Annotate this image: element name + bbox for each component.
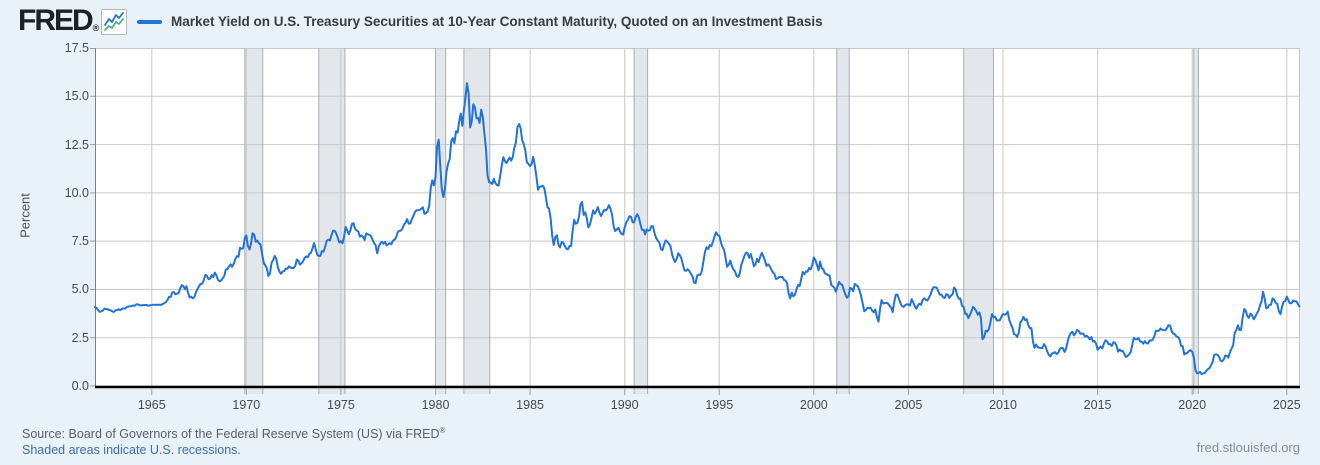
source-registered-mark: ® [439, 426, 446, 435]
x-tick-label: 1975 [327, 398, 355, 412]
recession-note-link[interactable]: Shaded areas indicate U.S. recessions. [22, 443, 241, 457]
fred-logo: FRED® [18, 4, 100, 42]
x-tick-label: 2005 [894, 398, 923, 412]
y-tick-label: 7.5 [71, 234, 89, 249]
y-tick-label: 15.0 [64, 89, 89, 104]
x-tick-label: 2010 [989, 398, 1017, 412]
x-tick-label: 1965 [137, 398, 166, 412]
y-tick-label: 17.5 [64, 41, 89, 55]
x-tick-label: 1995 [705, 398, 734, 412]
y-tick-label: 0.0 [71, 379, 89, 393]
fred-chart-icon [101, 9, 127, 35]
y-tick-label: 5.0 [71, 282, 89, 297]
registered-mark: ® [92, 23, 100, 33]
fred-logo-text: FRED [18, 4, 94, 37]
x-tick-label: 2015 [1083, 398, 1112, 412]
x-tick-label: 2020 [1178, 398, 1207, 412]
x-tick-label: 1990 [610, 398, 639, 412]
series-legend-line [137, 20, 162, 24]
source-text: Source: Board of Governors of the Federa… [22, 426, 446, 442]
x-tick-label: 1970 [232, 398, 261, 412]
y-tick-label: 2.5 [71, 330, 89, 345]
chart-title: Market Yield on U.S. Treasury Securities… [171, 14, 823, 29]
x-tick-label: 2000 [799, 398, 828, 412]
x-tick-label: 1985 [516, 398, 544, 412]
y-tick-label: 10.0 [64, 185, 89, 200]
x-tick-label: 2025 [1272, 398, 1301, 412]
plot-area [90, 48, 1301, 395]
x-tick-label: 1980 [421, 398, 450, 412]
y-tick-label: 12.5 [64, 137, 89, 152]
y-axis-title: Percent [17, 193, 33, 238]
site-url: fred.stlouisfed.org [1196, 440, 1300, 455]
